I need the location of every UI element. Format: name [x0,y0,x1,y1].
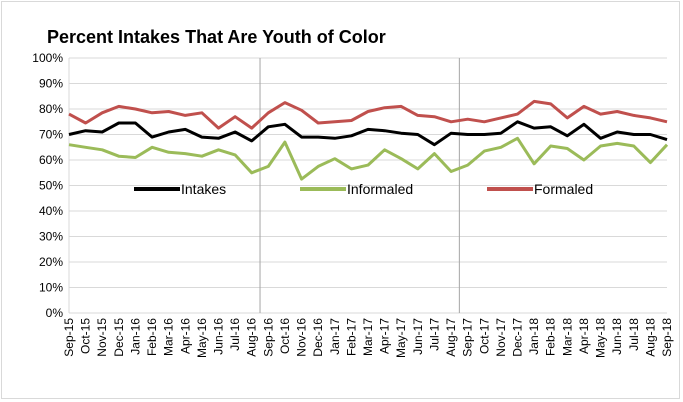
y-tick-label: 80% [39,102,63,116]
x-tick-label: Oct-15 [79,318,93,354]
x-tick-label: Jan-17 [328,318,342,355]
y-tick-label: 90% [39,77,63,91]
x-tick-label: Dec-17 [511,318,525,357]
x-tick-label: Apr-18 [577,318,591,354]
x-tick-label: Sep-17 [461,318,475,357]
series-line-intakes [68,120,668,147]
legend: Intakes Informaled Formaled [134,181,593,197]
y-axis-ticks: 0% 10% 20% 30% 40% 50% 60% 70% 80% 90% 100% [32,51,63,320]
x-tick-label: Oct-16 [278,318,292,354]
x-tick-label: Jul-18 [627,318,641,351]
y-tick-label: 30% [39,230,63,244]
x-tick-label: Feb-18 [544,318,558,356]
x-tick-label: Feb-17 [344,318,358,356]
x-tick-label: May-18 [594,318,608,358]
y-tick-label: 50% [39,179,63,193]
series-line-informaled [68,136,669,181]
x-tick-label: Apr-17 [378,318,392,354]
y-tick-label: 70% [39,128,63,142]
x-tick-label: Jun-17 [411,318,425,355]
x-tick-label: Jun-18 [610,318,624,355]
x-tick-label: Mar-16 [162,318,176,356]
legend-label: Intakes [181,181,226,197]
x-tick-label: Jul-17 [427,318,441,351]
y-tick-label: 40% [39,204,63,218]
x-tick-label: Mar-18 [560,318,574,356]
chart-title: Percent Intakes That Are Youth of Color [47,27,386,47]
legend-label: Informaled [347,181,413,197]
x-tick-label: May-16 [195,318,209,358]
series-line-formaled [68,99,668,130]
gridlines [68,57,667,314]
x-tick-label: Nov-17 [494,318,508,357]
x-tick-label: Aug-16 [245,318,259,357]
x-tick-label: Mar-17 [361,318,375,356]
x-tick-label: May-17 [394,318,408,358]
x-axis-ticks: Sep-15 Oct-15 Nov-15 Dec-15 Jan-16 Feb-16 Mar-… [62,318,674,358]
x-tick-label: Nov-16 [295,318,309,357]
x-tick-label: Nov-15 [95,318,109,357]
x-tick-label: Aug-18 [643,318,657,357]
y-tick-label: 20% [39,255,63,269]
x-tick-label: Jan-18 [527,318,541,355]
series-lines [68,99,669,181]
y-tick-label: 100% [32,51,63,65]
legend-label: Formaled [534,181,593,197]
y-tick-label: 0% [46,306,64,320]
x-tick-label: Sep-16 [261,318,275,357]
x-tick-label: Jan-16 [128,318,142,355]
x-tick-label: Feb-16 [145,318,159,356]
y-tick-label: 10% [39,281,63,295]
x-tick-label: Jul-16 [228,318,242,351]
x-tick-label: Sep-18 [660,318,674,357]
x-tick-label: Aug-17 [444,318,458,357]
x-tick-label: Sep-15 [62,318,76,357]
x-tick-label: Dec-15 [112,318,126,357]
x-tick-label: Jun-16 [212,318,226,355]
x-tick-label: Dec-16 [311,318,325,357]
period-markers [259,58,460,313]
y-tick-label: 60% [39,153,63,167]
x-tick-label: Apr-16 [178,318,192,354]
x-tick-label: Oct-17 [477,318,491,354]
